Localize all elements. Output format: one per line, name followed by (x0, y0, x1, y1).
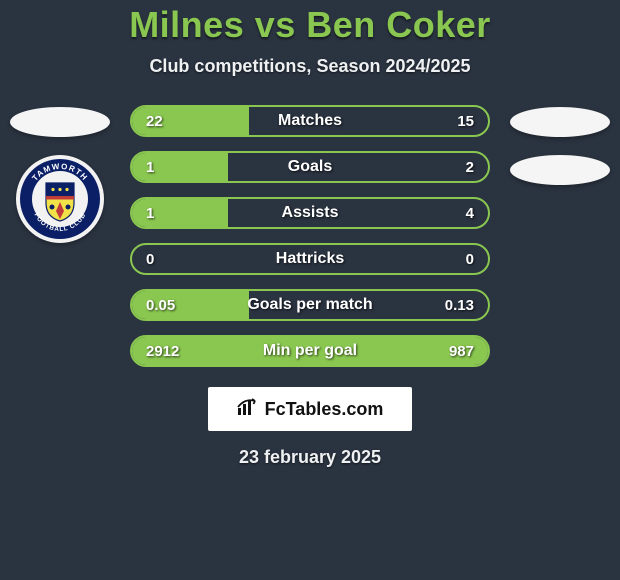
stat-right-value: 2 (424, 159, 474, 176)
stat-row-min-per-goal: 2912 Min per goal 987 (130, 335, 490, 367)
stats-column: 22 Matches 15 1 Goals 2 1 Assists 4 0 Ha… (130, 105, 490, 367)
player-photo-placeholder-right-1 (510, 107, 610, 137)
stat-label: Hattricks (276, 250, 344, 268)
stat-label: Goals per match (247, 296, 372, 314)
main-row: TAMWORTH FOOTBALL CLUB (0, 105, 620, 367)
stat-left-value: 0.05 (146, 297, 196, 314)
stat-row-assists: 1 Assists 4 (130, 197, 490, 229)
stat-row-goals-per-match: 0.05 Goals per match 0.13 (130, 289, 490, 321)
stat-row-goals: 1 Goals 2 (130, 151, 490, 183)
stat-row-matches: 22 Matches 15 (130, 105, 490, 137)
stat-left-value: 2912 (146, 343, 196, 360)
stat-left-value: 1 (146, 205, 196, 222)
stat-right-value: 0.13 (424, 297, 474, 314)
page-title: Milnes vs Ben Coker (129, 4, 491, 46)
club-badge-tamworth: TAMWORTH FOOTBALL CLUB (16, 155, 104, 243)
stat-label: Matches (278, 112, 342, 130)
stat-label: Goals (288, 158, 332, 176)
stat-row-hattricks: 0 Hattricks 0 (130, 243, 490, 275)
right-column (510, 105, 610, 185)
comparison-infographic: Milnes vs Ben Coker Club competitions, S… (0, 0, 620, 580)
stat-left-value: 22 (146, 113, 196, 130)
player-photo-placeholder-left (10, 107, 110, 137)
bar-chart-icon (237, 398, 259, 421)
stat-label: Min per goal (263, 342, 357, 360)
page-subtitle: Club competitions, Season 2024/2025 (149, 56, 470, 77)
stat-right-value: 987 (424, 343, 474, 360)
fctables-link[interactable]: FcTables.com (208, 387, 412, 431)
stat-left-value: 0 (146, 251, 196, 268)
stat-right-value: 0 (424, 251, 474, 268)
player-photo-placeholder-right-2 (510, 155, 610, 185)
stat-right-value: 15 (424, 113, 474, 130)
stat-label: Assists (282, 204, 339, 222)
snapshot-date: 23 february 2025 (239, 447, 381, 468)
stat-left-value: 1 (146, 159, 196, 176)
tamworth-crest-icon: TAMWORTH FOOTBALL CLUB (16, 155, 104, 243)
left-column: TAMWORTH FOOTBALL CLUB (10, 105, 110, 243)
fctables-label: FcTables.com (265, 399, 384, 420)
stat-right-value: 4 (424, 205, 474, 222)
